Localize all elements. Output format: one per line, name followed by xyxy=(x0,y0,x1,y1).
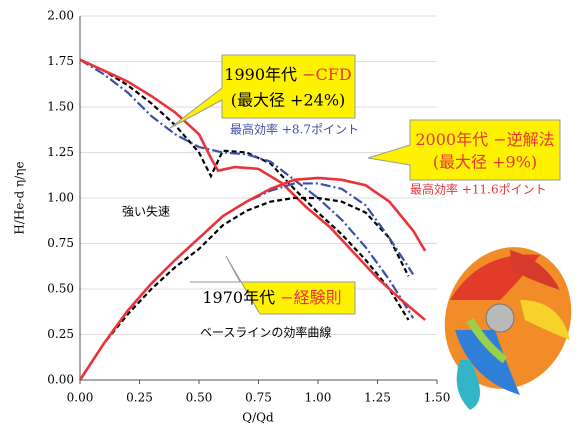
y-tick-label: 0.75 xyxy=(47,236,74,250)
annotation: 最高効率 +8.7ポイント xyxy=(230,122,359,137)
annotation: −CFD xyxy=(302,65,352,84)
annotation: ベースラインの効率曲線 xyxy=(200,325,331,340)
annotation: (最大径 +24%) xyxy=(231,91,346,110)
callout-1990: 1990年代 −CFD (最大径 +24%) xyxy=(170,55,355,128)
y-tick-label: 0.00 xyxy=(47,373,74,387)
annotation: 2000年代 −逆解法 xyxy=(415,130,554,149)
y-tick-label: 1.75 xyxy=(47,54,74,68)
y-tick-label: 1.25 xyxy=(47,145,74,159)
x-tick-label: 0.25 xyxy=(126,391,153,405)
annotation: −逆解法 xyxy=(493,130,554,149)
annotation: 2000年代 xyxy=(415,130,488,149)
x-tick-label: 1.00 xyxy=(305,391,332,405)
y-tick-label: 0.50 xyxy=(47,282,74,296)
annotation: 1990年代 −CFD xyxy=(224,65,351,84)
impeller xyxy=(425,229,586,410)
x-tick-label: 0.75 xyxy=(245,391,272,405)
annotation: 1970年代 xyxy=(202,288,275,307)
annotation: (最大径 +9%) xyxy=(433,153,537,172)
y-tick-label: 2.00 xyxy=(47,9,74,23)
annotation: 1970年代 −経験則 xyxy=(202,288,341,307)
annotation: 最高効率 +11.6ポイント xyxy=(410,182,547,197)
x-tick-label: 0.50 xyxy=(186,391,213,405)
y-tick-label: 1.50 xyxy=(47,100,74,114)
callout-2000: 2000年代 −逆解法 (最大径 +9%) xyxy=(368,120,560,180)
annotation: −経験則 xyxy=(280,288,341,307)
y-axis-label: H/He-d η/ηe xyxy=(13,161,27,234)
chart: 1990年代 −CFD (最大径 +24%) 最高効率 +8.7ポイント 200… xyxy=(0,0,586,439)
x-tick-label: 0.00 xyxy=(67,391,94,405)
y-tick-label: 1.00 xyxy=(47,191,74,205)
annotation: 1990年代 xyxy=(224,65,297,84)
y-tick-label: 0.25 xyxy=(47,327,74,341)
x-tick-label: 1.25 xyxy=(364,391,391,405)
x-tick-label: 1.50 xyxy=(424,391,451,405)
callout-1970: 1970年代 −経験則 xyxy=(190,256,355,314)
x-axis-label: Q/Qd xyxy=(242,411,274,425)
annotation: 強い失速 xyxy=(122,204,170,219)
